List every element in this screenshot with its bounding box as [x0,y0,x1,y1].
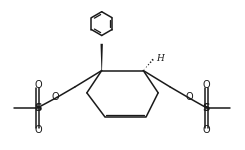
Text: O: O [51,92,59,102]
Text: O: O [34,80,42,90]
Text: O: O [202,125,210,135]
Polygon shape [100,44,103,70]
Text: O: O [34,125,42,135]
Text: O: O [202,80,210,90]
Text: S: S [203,103,210,113]
Text: S: S [34,103,42,113]
Text: H: H [156,54,164,63]
Text: O: O [186,92,194,102]
